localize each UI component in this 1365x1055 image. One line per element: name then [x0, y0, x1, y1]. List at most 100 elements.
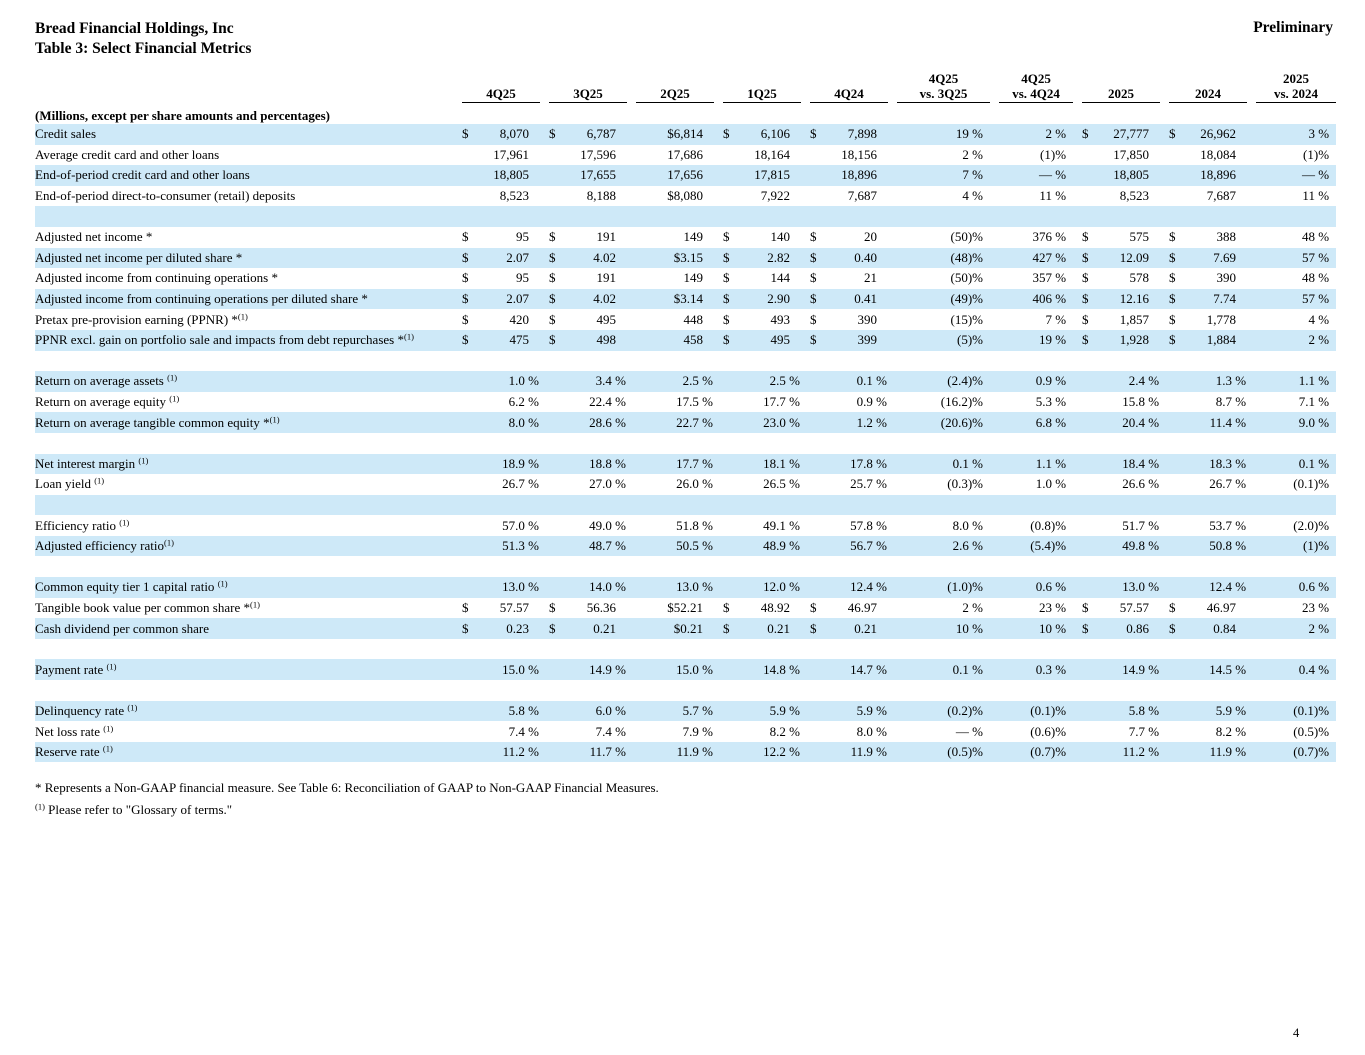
- cell-value: 5.8 %: [1128, 702, 1160, 718]
- cell-value: 15.0 %: [676, 661, 713, 677]
- cell-value: 27,777: [1113, 126, 1150, 142]
- dollar-sign: $: [1082, 311, 1089, 327]
- cell-value: 7,898: [847, 126, 877, 142]
- dollar-sign: $: [549, 270, 556, 286]
- cell-value: 17,686: [667, 146, 703, 162]
- cell-value: 48.9 %: [763, 538, 800, 554]
- dollar-sign: $: [810, 249, 817, 265]
- cell-value: 18,896: [1200, 167, 1237, 183]
- cell-value: 8.2 %: [1215, 723, 1247, 739]
- cell-value: 2 %: [1308, 620, 1330, 636]
- dollar-sign: [636, 186, 652, 207]
- cell-value: 19 %: [1038, 332, 1067, 348]
- document-header: Bread Financial Holdings, Inc Table 3: S…: [35, 19, 251, 59]
- cell-value: 2.5 %: [769, 373, 800, 389]
- table-row: Return on average assets (1) 1.0 % 3.4 % 2.…: [35, 371, 1337, 392]
- dollar-sign: $: [462, 229, 469, 245]
- dollar-sign: [810, 742, 826, 763]
- table-title: Table 3: Select Financial Metrics: [35, 40, 252, 57]
- cell-value: $8,080: [667, 188, 703, 204]
- table-row: Net loss rate (1) 7.4 % 7.4 % 7.9 % 8.2 % 8.0…: [35, 721, 1336, 742]
- cell-value: 48.7 %: [589, 538, 626, 554]
- dollar-sign: [636, 515, 652, 536]
- dollar-sign: [462, 659, 478, 680]
- cell-value: 6.2 %: [508, 394, 539, 410]
- cell-value: 7 %: [1045, 311, 1067, 327]
- cell-value: 5.8 %: [508, 702, 539, 718]
- cell-value: 51.7 %: [1122, 517, 1160, 533]
- column-header: 2Q25: [636, 58, 714, 103]
- cell-value: 57 %: [1301, 291, 1330, 307]
- unit-note: (Millions, except per share amounts and …: [35, 108, 331, 123]
- cell-value: 4 %: [962, 188, 984, 204]
- dollar-sign: [810, 412, 826, 433]
- cell-value: (0.5)%: [1293, 723, 1330, 739]
- cell-value: 11 %: [1039, 188, 1067, 204]
- dollar-sign: [1082, 515, 1098, 536]
- dollar-sign: $: [810, 620, 817, 636]
- cell-value: (15)%: [950, 311, 984, 327]
- cell-value: 3.4 %: [595, 373, 626, 389]
- row-label: Tangible book value per common share *(1…: [35, 599, 260, 615]
- cell-value: 7,687: [1206, 188, 1237, 204]
- dollar-sign: [810, 392, 826, 413]
- cell-value: (0.1)%: [1293, 476, 1330, 492]
- dollar-sign: [1169, 412, 1185, 433]
- table-row: Delinquency rate (1) 5.8 % 6.0 % 5.7 % 5.9 %…: [35, 700, 1337, 722]
- cell-value: 0.3 %: [1035, 661, 1067, 677]
- dollar-sign: $: [723, 249, 730, 265]
- cell-value: 8,070: [499, 126, 529, 142]
- dollar-sign: $: [1082, 270, 1089, 286]
- cell-value: 4 %: [1308, 311, 1330, 327]
- cell-value: 498: [596, 332, 617, 348]
- dollar-sign: [723, 412, 739, 433]
- blank-row: [35, 494, 1337, 516]
- cell-value: 22.7 %: [676, 414, 713, 430]
- dollar-sign: [810, 721, 826, 742]
- table-row: Average credit card and other loans 17,96…: [35, 145, 1336, 166]
- row-label: Net interest margin (1): [35, 455, 149, 471]
- cell-value: (0.8)%: [1030, 517, 1067, 533]
- cell-value: 0.1 %: [952, 661, 984, 677]
- cell-value: 5.9 %: [856, 702, 887, 718]
- dollar-sign: [636, 742, 652, 763]
- footnote-non-gaap: * Represents a Non-GAAP financial measur…: [35, 780, 659, 795]
- table-header-row: 4Q25 3Q25 2Q25 1Q25 4Q24 4Q25 vs. 3Q25 4Q25 vs. …: [35, 58, 1337, 103]
- table-row: Credit sales $8,070 $6,787 $6,814 $6,106 $7,8…: [35, 124, 1337, 145]
- dollar-sign: $: [723, 229, 730, 245]
- cell-value: 8.0 %: [856, 723, 887, 739]
- table-row: Return on average tangible common equity…: [35, 412, 1337, 433]
- cell-value: 17.8 %: [850, 455, 887, 471]
- cell-value: 20: [864, 229, 877, 245]
- cell-value: 2.4 %: [1128, 373, 1160, 389]
- cell-value: (2.0)%: [1293, 517, 1330, 533]
- dollar-sign: [462, 721, 478, 742]
- dollar-sign: $: [1082, 249, 1089, 265]
- cell-value: 5.7 %: [682, 702, 713, 718]
- cell-value: 18,156: [841, 146, 877, 162]
- cell-value: (0.7)%: [1030, 744, 1067, 760]
- cell-value: 448: [683, 311, 704, 327]
- dollar-sign: $: [1082, 599, 1089, 615]
- cell-value: (0.7)%: [1293, 744, 1330, 760]
- cell-value: 20.4 %: [1122, 414, 1160, 430]
- dollar-sign: [1169, 577, 1185, 598]
- dollar-sign: [810, 659, 826, 680]
- cell-value: 26.7 %: [502, 476, 539, 492]
- table-row: Adjusted efficiency ratio(1) 51.3 % 48.7 %…: [35, 535, 1337, 557]
- cell-value: 13.0 %: [676, 579, 713, 595]
- dollar-sign: [636, 124, 652, 145]
- cell-value: 18.1 %: [763, 455, 800, 471]
- cell-value: (2.4)%: [947, 373, 984, 389]
- column-header: 4Q24: [810, 58, 888, 103]
- dollar-sign: [723, 474, 739, 495]
- dollar-sign: $: [549, 620, 556, 636]
- cell-value: 27.0 %: [589, 476, 626, 492]
- dollar-sign: [462, 165, 478, 186]
- dollar-sign: [636, 412, 652, 433]
- dollar-sign: [1082, 371, 1098, 392]
- cell-value: 7.4 %: [595, 723, 626, 739]
- cell-value: 11.7 %: [589, 744, 626, 760]
- dollar-sign: [462, 536, 478, 557]
- dollar-sign: [1082, 392, 1098, 413]
